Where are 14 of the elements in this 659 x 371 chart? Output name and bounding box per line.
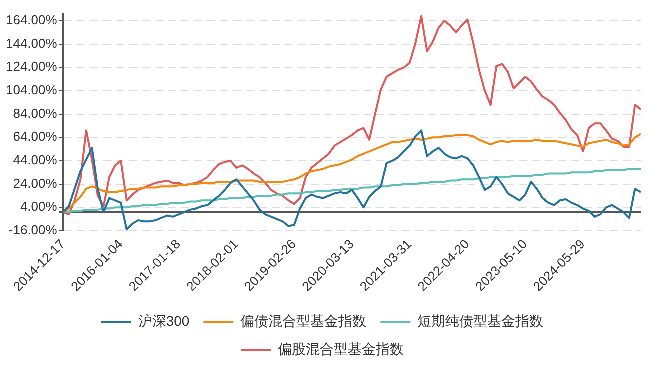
y-tick-label: 4.00% (20, 199, 58, 214)
y-tick-label: 84.00% (13, 106, 58, 121)
y-tick-label: 64.00% (13, 129, 58, 144)
legend-label: 偏股混合型基金指数 (278, 340, 404, 357)
y-tick-label: 164.00% (6, 12, 58, 28)
y-tick-label: 24.00% (13, 176, 58, 191)
legend-label: 短期纯债型基金指数 (418, 312, 544, 329)
y-tick-label: 144.00% (6, 36, 58, 51)
y-tick-label: 124.00% (6, 59, 58, 74)
legend-label: 沪深300 (138, 312, 190, 329)
y-tick-label: 104.00% (6, 82, 58, 98)
legend-label: 偏债混合型基金指数 (240, 312, 367, 329)
y-tick-label: -16.00% (8, 222, 58, 238)
y-tick-label: 44.00% (13, 152, 58, 168)
